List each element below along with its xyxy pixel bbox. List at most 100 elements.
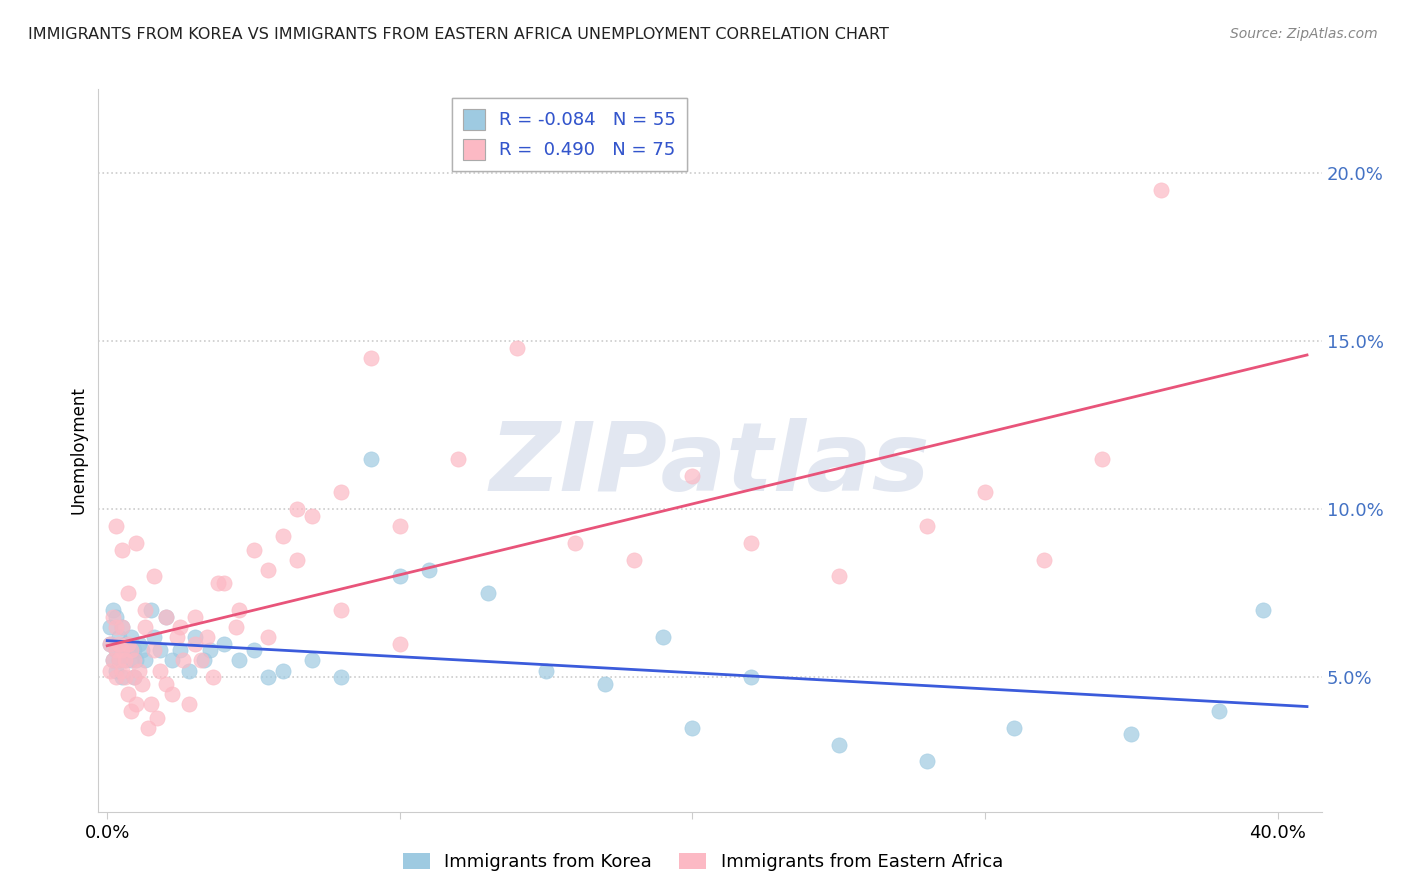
Point (915, 754, 938, 768)
Point (104, 519, 127, 533)
Point (184, 630, 207, 644)
Point (160, 653, 183, 667)
Point (139, 697, 162, 711)
Point (134, 620, 156, 634)
Point (134, 653, 156, 667)
Point (228, 653, 250, 667)
Point (330, 485, 353, 500)
Point (143, 569, 166, 583)
Text: IMMIGRANTS FROM KOREA VS IMMIGRANTS FROM EASTERN AFRICA UNEMPLOYMENT CORRELATION: IMMIGRANTS FROM KOREA VS IMMIGRANTS FROM… (28, 27, 889, 42)
Point (623, 552, 645, 566)
Point (207, 576, 229, 591)
Point (169, 643, 191, 657)
Point (740, 536, 762, 550)
Point (564, 536, 586, 550)
Point (117, 586, 139, 600)
Point (271, 529, 294, 543)
Point (201, 670, 224, 684)
Point (271, 664, 294, 678)
Point (120, 704, 142, 718)
Point (1121, 727, 1143, 741)
Point (122, 653, 145, 667)
Point (172, 653, 194, 667)
Point (179, 697, 201, 711)
Legend: R = -0.084   N = 55, R =  0.490   N = 75: R = -0.084 N = 55, R = 0.490 N = 75 (453, 98, 686, 170)
Point (828, 738, 851, 752)
Point (228, 603, 250, 617)
Point (101, 653, 124, 667)
Point (242, 643, 264, 657)
Point (169, 620, 191, 634)
Point (120, 653, 142, 667)
Point (184, 637, 207, 651)
Point (1208, 704, 1230, 718)
Point (117, 687, 139, 701)
Point (131, 643, 153, 657)
Point (101, 653, 124, 667)
Point (418, 563, 440, 577)
Legend: Immigrants from Korea, Immigrants from Eastern Africa: Immigrants from Korea, Immigrants from E… (395, 846, 1011, 879)
Point (111, 643, 134, 657)
Point (98, 637, 121, 651)
Point (1251, 603, 1274, 617)
Point (388, 637, 411, 651)
Point (131, 677, 153, 691)
Point (477, 586, 499, 600)
Point (139, 603, 162, 617)
Point (179, 664, 201, 678)
Point (108, 637, 131, 651)
Point (828, 569, 851, 583)
Point (287, 502, 309, 516)
Text: ZIPatlas: ZIPatlas (489, 418, 931, 511)
Point (242, 542, 264, 557)
Point (114, 637, 136, 651)
Point (682, 721, 704, 735)
Point (155, 609, 177, 624)
Point (125, 653, 148, 667)
Point (111, 643, 134, 657)
Point (149, 664, 172, 678)
Point (120, 643, 142, 657)
Point (146, 711, 169, 725)
Point (108, 653, 131, 667)
Point (111, 664, 134, 678)
Point (974, 485, 997, 500)
Point (128, 637, 150, 651)
Point (184, 609, 207, 624)
Point (111, 620, 134, 634)
Point (149, 643, 172, 657)
Point (122, 670, 145, 684)
Point (360, 451, 382, 466)
Point (506, 341, 529, 355)
Point (98, 664, 121, 678)
Point (108, 630, 131, 644)
Point (160, 687, 183, 701)
Point (98, 620, 121, 634)
Point (225, 620, 247, 634)
Point (122, 643, 145, 657)
Point (104, 609, 127, 624)
Point (447, 451, 470, 466)
Point (111, 620, 134, 634)
Point (330, 670, 353, 684)
Point (301, 653, 323, 667)
Point (117, 643, 139, 657)
Point (122, 670, 145, 684)
Point (388, 519, 411, 533)
Point (212, 637, 235, 651)
Point (388, 569, 411, 583)
Point (1091, 451, 1114, 466)
Point (915, 519, 938, 533)
Point (111, 542, 134, 557)
Point (330, 603, 353, 617)
Point (136, 721, 159, 735)
Point (98, 637, 121, 651)
Point (125, 536, 148, 550)
Point (534, 664, 557, 678)
Point (104, 620, 127, 634)
Point (125, 697, 148, 711)
Point (287, 552, 309, 566)
Point (134, 603, 156, 617)
Point (104, 670, 127, 684)
Point (104, 643, 127, 657)
